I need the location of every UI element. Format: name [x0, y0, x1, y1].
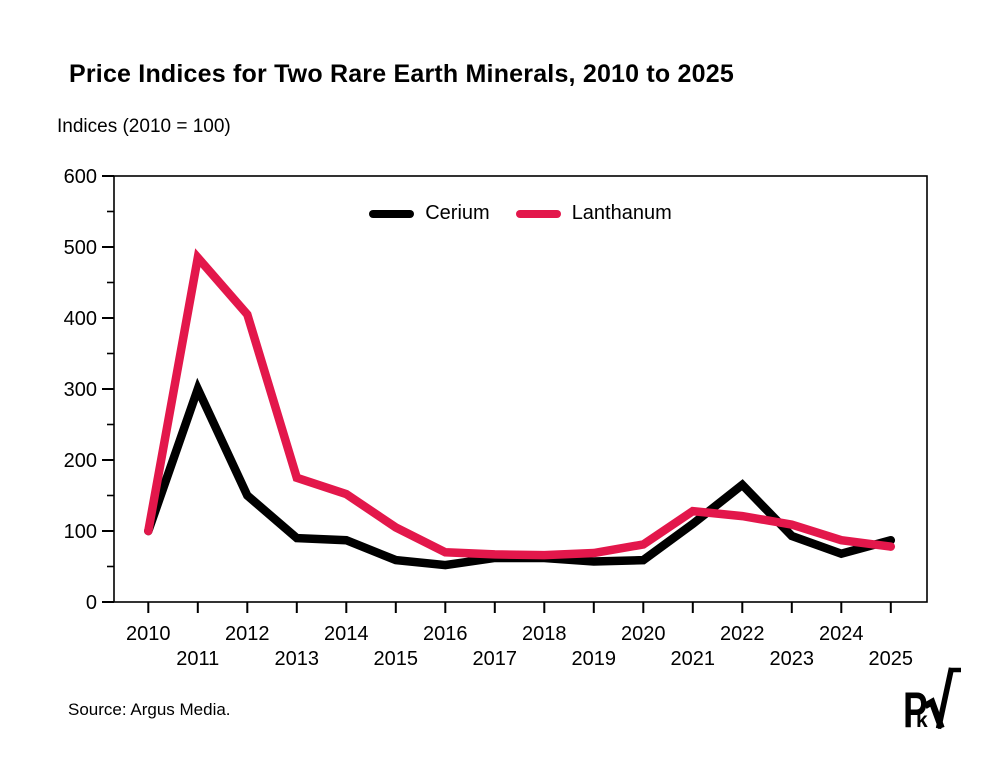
y-axis-title: Indices (2010 = 100) [57, 116, 231, 137]
x-tick-label: 2013 [275, 648, 320, 670]
series-line-lanthanum [144, 248, 896, 560]
x-tick-label: 2017 [473, 648, 518, 670]
y-tick-label: 100 [64, 521, 97, 543]
x-tick-label: 2015 [374, 648, 419, 670]
price-index-line-chart: 0100200300400500600201020112012201320142… [64, 166, 928, 670]
y-tick-label: 400 [64, 308, 97, 330]
x-tick-label: 2025 [869, 648, 914, 670]
x-tick-label: 2024 [819, 623, 864, 645]
x-tick-label: 2014 [324, 623, 369, 645]
x-tick-label: 2018 [522, 623, 567, 645]
logo-letter-p: P [903, 683, 928, 738]
x-tick-label: 2010 [126, 623, 171, 645]
y-tick-label: 0 [86, 592, 97, 614]
series-line-cerium [144, 377, 896, 570]
pkv-logo: P k [903, 667, 961, 738]
y-tick-label: 600 [64, 166, 97, 188]
legend-item-lanthanum: Lanthanum [515, 202, 672, 225]
legend-label-cerium: Cerium [425, 202, 490, 224]
y-tick-label: 200 [64, 450, 97, 472]
legend-label-lanthanum: Lanthanum [571, 202, 672, 224]
x-tick-label: 2022 [720, 623, 765, 645]
logo-radical-icon [923, 667, 961, 730]
page-title: Price Indices for Two Rare Earth Mineral… [69, 60, 734, 88]
legend-item-cerium: Cerium [369, 202, 490, 225]
logo-letter-k: k [916, 709, 928, 732]
source-text: Source: Argus Media. [68, 700, 231, 719]
x-tick-label: 2016 [423, 623, 468, 645]
y-tick-label: 500 [64, 237, 97, 259]
chart-legend: Cerium Lanthanum [114, 202, 927, 225]
x-tick-label: 2020 [621, 623, 666, 645]
x-tick-label: 2012 [225, 623, 270, 645]
x-tick-label: 2011 [176, 648, 219, 670]
x-tick-label: 2019 [572, 648, 617, 670]
x-tick-label: 2021 [671, 648, 716, 670]
x-tick-label: 2023 [770, 648, 815, 670]
cerium-line-swatch-icon [369, 209, 415, 218]
y-tick-label: 300 [64, 379, 97, 401]
lanthanum-line-swatch-icon [515, 209, 561, 218]
